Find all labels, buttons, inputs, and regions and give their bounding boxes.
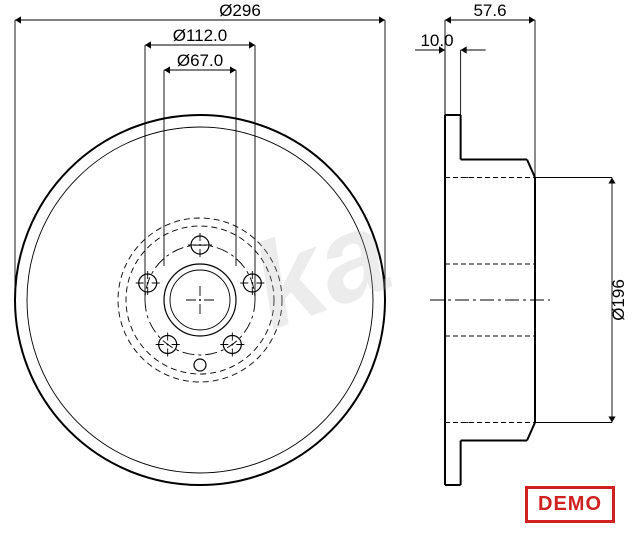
svg-text:Ø196: Ø196 [609,279,628,321]
svg-text:57.6: 57.6 [473,1,506,20]
svg-text:10.0: 10.0 [420,31,453,50]
svg-text:Ø112.0: Ø112.0 [173,26,228,45]
demo-badge: DEMO [525,486,615,523]
brake-disc-drawing: Ø296 Ø112.0 Ø67.0 57.6 10.0 Ø196 [0,0,640,538]
svg-text:Ø296: Ø296 [219,1,261,20]
svg-text:Ø67.0: Ø67.0 [177,51,223,70]
